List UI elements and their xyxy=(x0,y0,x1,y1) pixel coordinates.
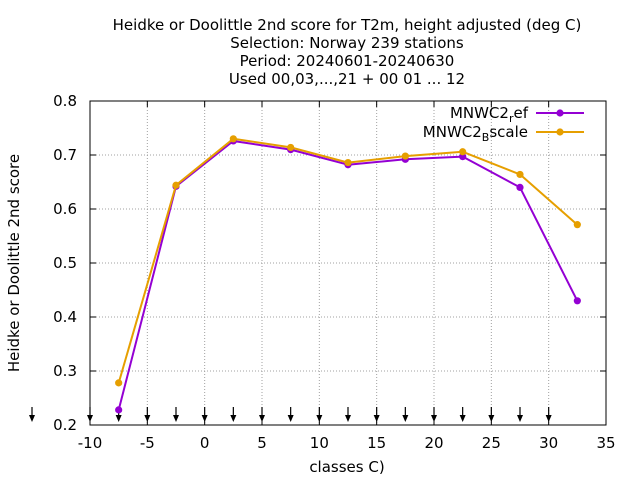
x-tick-label: 20 xyxy=(424,434,443,452)
data-point-1 xyxy=(229,135,237,143)
y-tick-label: 0.7 xyxy=(53,146,77,164)
x-tick-label: 30 xyxy=(539,434,558,452)
data-point-0 xyxy=(115,406,123,414)
bottom-arrow-head xyxy=(402,415,409,422)
tick-labels: -10 -5 0 5 10 15 20 25 30 35 0.2 0.3 0.4 0.5 0.6 0.7 0.8 xyxy=(53,92,615,452)
y-tick-label: 0.5 xyxy=(53,254,77,272)
x-tick-label: 5 xyxy=(257,434,267,452)
data-point-0 xyxy=(573,297,581,305)
y-tick-label: 0.3 xyxy=(53,362,77,380)
bottom-arrow-head xyxy=(431,415,437,422)
y-tick-label: 0.4 xyxy=(53,308,77,326)
title-line-2: Selection: Norway 239 stations xyxy=(230,34,464,52)
data-point-1 xyxy=(115,379,123,387)
x-axis-label: classes C) xyxy=(309,458,384,476)
bottom-arrow-head xyxy=(259,415,265,422)
data-point-1 xyxy=(401,152,409,160)
data-point-0 xyxy=(516,183,524,191)
data-point-1 xyxy=(516,170,524,179)
data-point-1 xyxy=(344,158,352,167)
bottom-arrow-head xyxy=(459,415,466,422)
bottom-arrow-head xyxy=(517,415,523,422)
bottom-arrow-head xyxy=(373,415,380,422)
x-tick-label: 25 xyxy=(482,434,501,452)
title-line-1: Heidke or Doolittle 2nd score for T2m, h… xyxy=(113,16,582,34)
x-tick-label: 10 xyxy=(310,434,329,452)
bottom-arrow-head xyxy=(173,415,179,422)
y-tick-label: 0.8 xyxy=(53,92,77,110)
legend-label-0: MNWC2ref xyxy=(450,104,529,125)
bottom-arrow-head xyxy=(230,415,237,422)
x-tick-label: 0 xyxy=(200,434,210,452)
bottom-arrow-head xyxy=(488,415,495,422)
x-tick-label: -5 xyxy=(140,434,155,452)
bottom-arrows xyxy=(29,407,552,422)
data-point-1 xyxy=(287,143,295,152)
grid xyxy=(90,101,606,425)
title-line-3: Period: 20240601-20240630 xyxy=(240,52,455,70)
data-point-1 xyxy=(573,221,581,229)
bottom-arrow-head xyxy=(345,415,351,422)
data-point-1 xyxy=(459,148,467,156)
chart-title: Heidke or Doolittle 2nd score for T2m, h… xyxy=(113,16,582,88)
bottom-arrow-head xyxy=(115,415,122,422)
bottom-arrow-head xyxy=(201,415,208,422)
bottom-arrow-head xyxy=(144,415,151,422)
title-line-4: Used 00,03,...,21 + 00 01 ... 12 xyxy=(229,70,465,88)
legend-marker-1 xyxy=(556,128,564,136)
x-tick-label: 15 xyxy=(367,434,386,452)
y-axis-label: Heidke or Doolittle 2nd score xyxy=(5,154,23,372)
bottom-arrow-head xyxy=(29,415,35,422)
y-tick-label: 0.2 xyxy=(53,416,77,434)
x-tick-label: -10 xyxy=(78,434,103,452)
bottom-arrow-head xyxy=(287,415,294,422)
y-tick-label: 0.6 xyxy=(53,200,77,218)
bottom-arrow-head xyxy=(316,415,323,422)
bottom-arrow-head xyxy=(545,415,552,422)
series-lines xyxy=(115,135,581,414)
series-line-1 xyxy=(117,137,578,384)
legend-marker-0 xyxy=(556,109,564,117)
x-tick-label: 35 xyxy=(596,434,615,452)
legend-label-1: MNWC2Bscale xyxy=(423,123,528,144)
plot-frame xyxy=(89,100,607,426)
data-point-1 xyxy=(172,181,180,189)
series-line-0 xyxy=(117,140,579,411)
